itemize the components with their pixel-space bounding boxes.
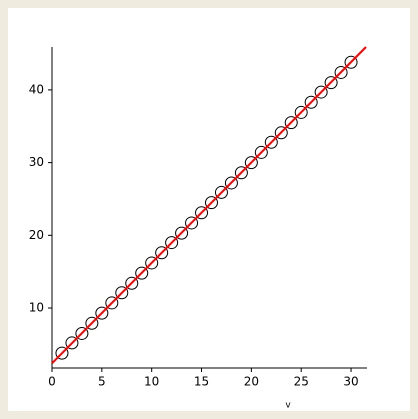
data-point (115, 286, 129, 300)
y-tick-label: 30 (29, 155, 44, 169)
plot-panel (8, 8, 410, 411)
data-point (314, 85, 328, 99)
data-point (175, 226, 189, 240)
y-tick-label: 10 (29, 301, 44, 315)
x-tick-label: 15 (194, 375, 209, 389)
data-point (214, 185, 228, 199)
x-tick-label: 25 (294, 375, 309, 389)
data-point (85, 316, 99, 330)
data-point (304, 95, 318, 109)
x-axis-label: v (285, 401, 291, 411)
data-point (195, 206, 209, 220)
data-point (95, 306, 109, 320)
data-point (244, 156, 258, 170)
data-point (125, 276, 139, 290)
data-point (165, 236, 179, 250)
data-point (264, 135, 278, 149)
data-point (185, 216, 199, 230)
x-tick-label: 30 (343, 375, 358, 389)
data-point (324, 76, 338, 90)
data-point (65, 336, 79, 350)
data-point (105, 296, 119, 310)
data-point (254, 145, 268, 159)
x-tick-label: 0 (48, 375, 56, 389)
data-point (344, 55, 358, 69)
data-point (274, 126, 288, 140)
x-tick-label: 10 (144, 375, 159, 389)
y-tick-label: 40 (29, 82, 44, 96)
data-point (234, 166, 248, 180)
data-point (334, 65, 348, 79)
data-point (55, 346, 69, 360)
data-point (75, 326, 89, 340)
y-tick-label: 20 (29, 228, 44, 242)
x-tick-label: 5 (98, 375, 106, 389)
data-point (155, 246, 169, 260)
data-point (284, 116, 298, 130)
x-tick-label: 20 (244, 375, 259, 389)
fit-line (51, 46, 367, 364)
data-point (294, 105, 308, 119)
data-point (135, 266, 149, 280)
data-point (224, 176, 238, 190)
data-point (204, 196, 218, 210)
data-point (145, 256, 159, 270)
